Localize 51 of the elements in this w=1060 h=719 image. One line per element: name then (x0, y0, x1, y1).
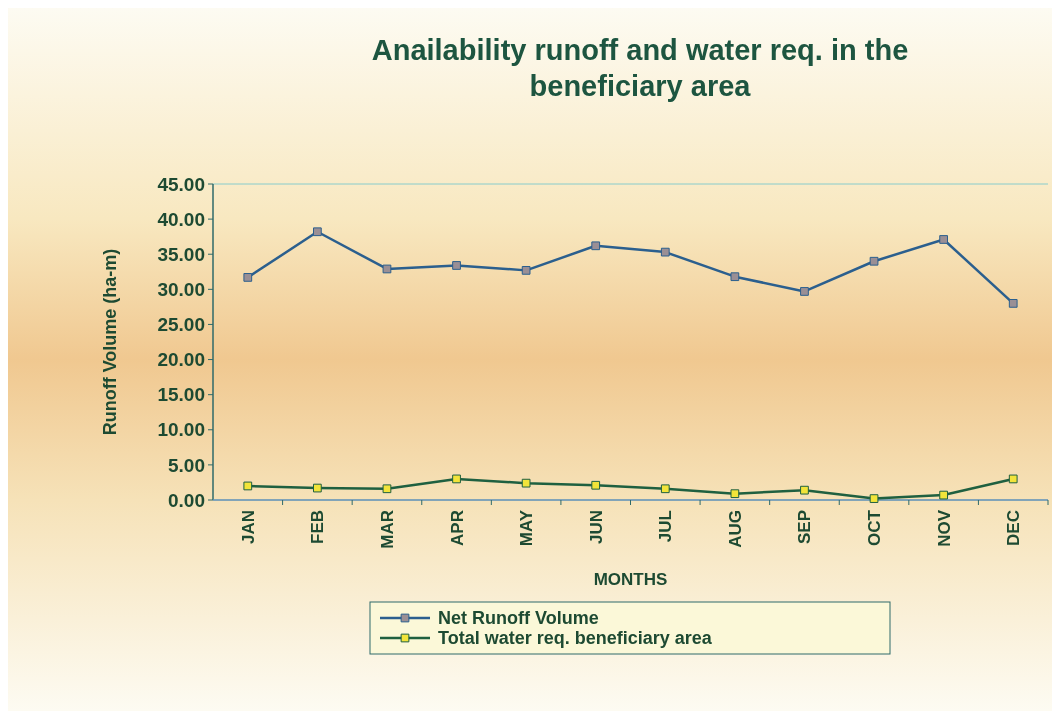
y-tick-label: 40.00 (157, 208, 205, 230)
x-tick-label: JUN (586, 510, 606, 545)
point (243, 273, 253, 282)
y-tick-label: 15.00 (157, 384, 205, 406)
x-tick-label: DEC (1004, 510, 1024, 546)
x-tick-label: OCT (865, 509, 885, 546)
point (452, 474, 461, 484)
x-tick-label: JUL (656, 510, 676, 543)
point (313, 483, 322, 493)
x-tick-label: FEB (308, 510, 328, 544)
point (382, 484, 392, 494)
x-tick-label: AUG (725, 510, 745, 548)
y-axis-title: Runoff Volume (ha-m) (100, 248, 120, 436)
y-tick-label: 0.00 (168, 489, 205, 511)
point (521, 266, 531, 275)
point (660, 484, 670, 494)
y-tick-label: 30.00 (157, 278, 205, 300)
point (660, 247, 670, 257)
point (730, 489, 740, 499)
legend-label: Total water req. beneficiary area (438, 628, 713, 648)
point (1008, 474, 1018, 484)
point (869, 494, 879, 503)
x-tick-label: MAR (377, 510, 397, 549)
x-tick-label: APR (447, 510, 467, 546)
point (452, 261, 461, 270)
point (521, 478, 531, 488)
point (1008, 299, 1018, 308)
point (591, 241, 601, 251)
x-tick-label: MAY (517, 509, 537, 547)
point (313, 227, 322, 237)
y-tick-label: 25.00 (157, 314, 205, 336)
y-tick-label: 20.00 (157, 349, 205, 371)
point (243, 481, 253, 491)
point (591, 480, 601, 490)
y-tick-label: 10.00 (157, 419, 205, 441)
y-tick-label: 5.00 (168, 454, 205, 476)
point (939, 235, 948, 244)
point (939, 490, 948, 500)
point (800, 287, 809, 296)
point (869, 256, 879, 266)
point (382, 264, 392, 274)
point (800, 485, 809, 495)
chart-title: Anailability runoff and water req. in the beneficiary area (371, 34, 909, 102)
x-tick-label: JAN (238, 510, 258, 545)
x-tick-label: NOV (934, 509, 954, 547)
point (730, 272, 740, 282)
legend-label: Net Runoff Volume (438, 608, 599, 628)
x-axis-title: MONTHS (593, 570, 668, 589)
x-tick-label: SEP (795, 510, 815, 545)
y-tick-label: 35.00 (157, 243, 205, 265)
y-tick-label: 45.00 (157, 173, 205, 195)
